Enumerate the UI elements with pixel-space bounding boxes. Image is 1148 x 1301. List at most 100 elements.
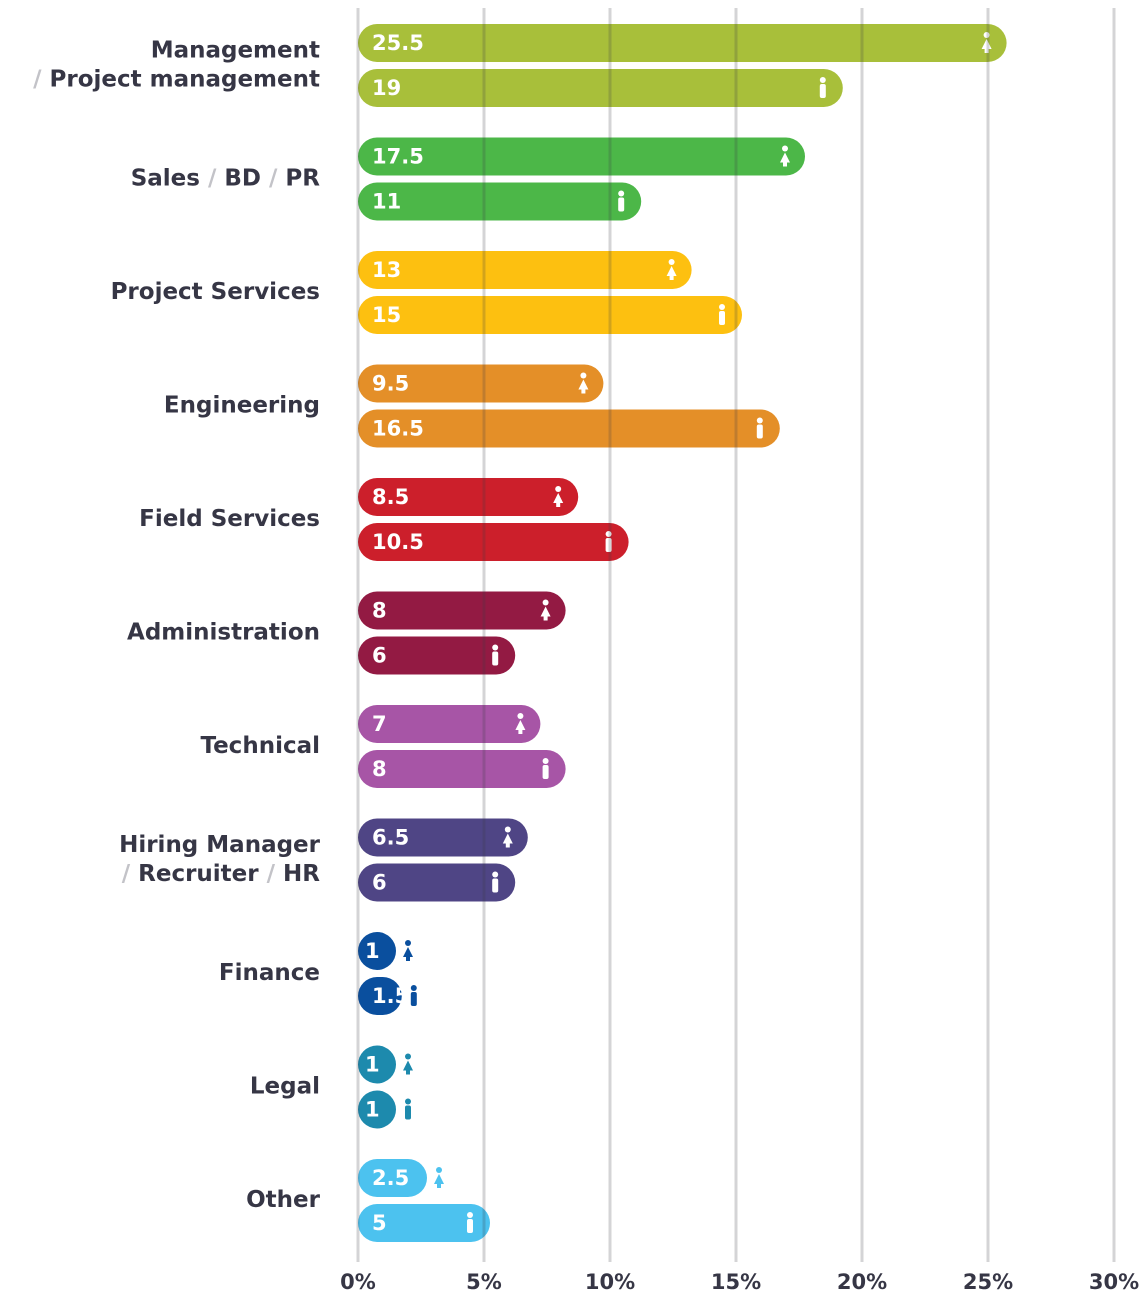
bar [358, 636, 516, 675]
icon-body [780, 152, 790, 167]
icon-body [618, 197, 625, 212]
female-icon [403, 940, 413, 961]
bar [358, 750, 566, 788]
male-icon [492, 644, 499, 666]
icon-head [719, 304, 725, 310]
category-label: Engineering [164, 392, 320, 418]
bar [358, 69, 843, 107]
value-label: 8 [372, 757, 387, 781]
icon-body [605, 538, 612, 552]
female-icon [666, 259, 677, 280]
female-icon [981, 32, 992, 53]
icon-head [580, 372, 587, 379]
icon-head [542, 599, 549, 606]
male-icon [492, 871, 499, 893]
icon-head [605, 531, 612, 537]
icon-body [403, 947, 413, 961]
icon-body [578, 379, 589, 394]
category-label: / Project management [33, 66, 320, 92]
icon-body [719, 311, 725, 325]
value-label: 1 [365, 1053, 380, 1077]
male-icon [542, 758, 549, 779]
category-label: Hiring Manager [119, 832, 321, 858]
icon-head [618, 190, 625, 197]
category-label: Technical [200, 733, 320, 759]
value-label: 7 [372, 712, 387, 736]
bar [358, 251, 692, 289]
bar [358, 1090, 396, 1129]
icon-body [553, 493, 564, 507]
female-icon [434, 1167, 444, 1188]
icon-head [405, 1053, 411, 1060]
icon-body [410, 992, 417, 1006]
value-label: 6 [372, 871, 387, 895]
category-label: Sales / BD / PR [131, 165, 321, 191]
bar [358, 977, 402, 1015]
category-label: Other [246, 1187, 321, 1213]
female-icon [502, 826, 513, 848]
female-icon [578, 372, 589, 394]
icon-body [756, 424, 763, 439]
female-icon [515, 713, 526, 734]
category-label: Management [151, 37, 320, 63]
category-label: Finance [219, 960, 320, 986]
value-label: 1 [365, 939, 380, 963]
value-label: 25.5 [372, 31, 424, 55]
icon-head [467, 1212, 473, 1218]
bar [358, 24, 1007, 62]
female-icon [540, 599, 551, 621]
bar [358, 137, 805, 176]
icon-body [434, 1174, 444, 1188]
category-label: Administration [127, 619, 320, 645]
category-label: Legal [250, 1073, 320, 1099]
icon-head [668, 259, 675, 265]
female-icon [780, 145, 790, 167]
icon-body [515, 720, 526, 734]
icon-head [492, 644, 499, 651]
icon-head [405, 940, 411, 946]
category-label: Project Services [111, 279, 320, 305]
icon-head [555, 486, 562, 492]
x-tick-label: 30% [1089, 1270, 1139, 1294]
bar [358, 863, 516, 902]
value-label: 16.5 [372, 417, 424, 441]
value-label: 8 [372, 599, 387, 623]
bar [358, 591, 566, 630]
x-tick-label: 10% [585, 1270, 635, 1294]
male-icon [405, 1098, 411, 1120]
icon-head [782, 145, 788, 152]
female-icon [403, 1053, 413, 1075]
icon-body [492, 651, 499, 666]
icon-head [436, 1167, 442, 1173]
category-label: Field Services [139, 506, 320, 532]
icon-body [540, 606, 551, 621]
value-label: 6.5 [372, 826, 409, 850]
male-icon [467, 1212, 473, 1233]
icon-body [403, 1060, 413, 1075]
bar [358, 1045, 396, 1084]
male-icon [719, 304, 725, 325]
icon-head [492, 871, 499, 878]
x-tick-label: 0% [340, 1270, 376, 1294]
value-label: 13 [372, 258, 401, 282]
x-tick-label: 25% [963, 1270, 1013, 1294]
male-icon [819, 77, 826, 98]
icon-body [542, 765, 549, 779]
bar [358, 523, 629, 561]
x-tick-label: 20% [837, 1270, 887, 1294]
bar [358, 296, 742, 334]
male-icon [618, 190, 625, 212]
icon-body [467, 1219, 473, 1233]
bar [358, 818, 528, 857]
bar [358, 1159, 427, 1197]
icon-body [819, 84, 826, 98]
bar [358, 705, 541, 743]
male-icon [605, 531, 612, 552]
value-label: 2.5 [372, 1166, 409, 1190]
value-label: 19 [372, 76, 401, 100]
bar [358, 182, 642, 221]
value-label: 9.5 [372, 372, 409, 396]
icon-head [983, 32, 990, 38]
value-label: 11 [372, 190, 401, 214]
